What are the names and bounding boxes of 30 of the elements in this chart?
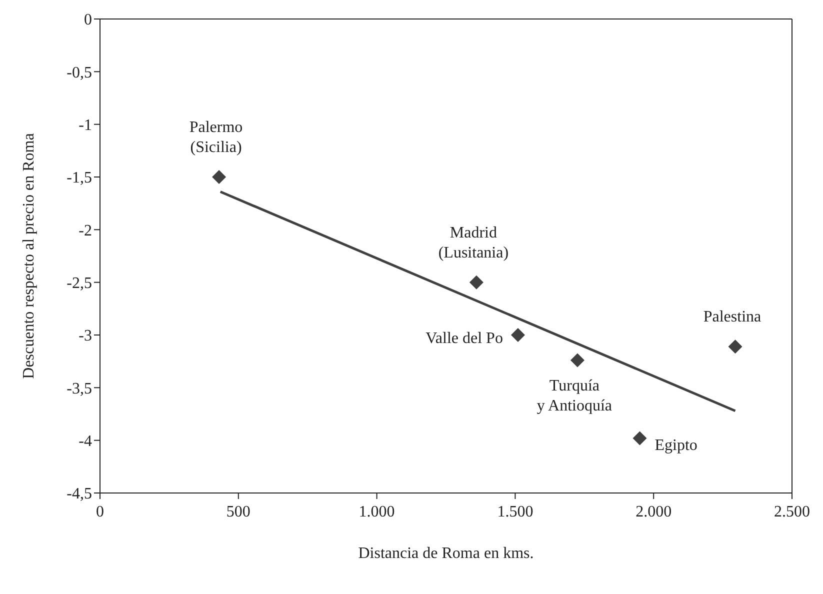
- x-tick-label: 2.000: [636, 503, 672, 520]
- y-tick-label: -3,5: [66, 380, 92, 398]
- point: [728, 340, 742, 354]
- annotation: Turquía y Antioquía: [536, 377, 612, 414]
- x-tick-label: 2.500: [774, 503, 810, 520]
- y-tick-label: -1,5: [66, 170, 92, 187]
- y-tick-label: -1: [78, 117, 92, 134]
- x-tick-label: 1.500: [497, 503, 534, 520]
- point: [570, 353, 584, 368]
- annotation: Egipto: [654, 437, 698, 454]
- point: [510, 328, 525, 342]
- point: [469, 275, 484, 290]
- y-tick-label: 0: [84, 12, 92, 29]
- point: [212, 170, 226, 184]
- x-tick-label: 1.000: [358, 503, 395, 520]
- y-tick-label: -3: [78, 328, 92, 345]
- y-tick-label: -2: [78, 222, 92, 240]
- x-tick-label: 0: [96, 503, 104, 520]
- annotation: Palermo (Sicilia): [189, 119, 243, 156]
- y-tick-label: -2,5: [66, 275, 92, 292]
- point: [632, 431, 647, 446]
- y-tick-label: -4,5: [66, 486, 92, 503]
- y-tick-label: -4: [78, 433, 92, 450]
- y-tick-label: -0,5: [66, 64, 92, 82]
- annotation: Palestina: [703, 308, 762, 326]
- annotation: Valle del Po: [426, 330, 503, 347]
- x-axis-title: Distancia de Roma en kms.: [358, 545, 534, 562]
- annotation: Madrid (Lusitania): [438, 224, 509, 262]
- y-axis-title: Descuento respecto al precio en Roma: [20, 133, 38, 379]
- x-tick-label: 500: [226, 503, 250, 520]
